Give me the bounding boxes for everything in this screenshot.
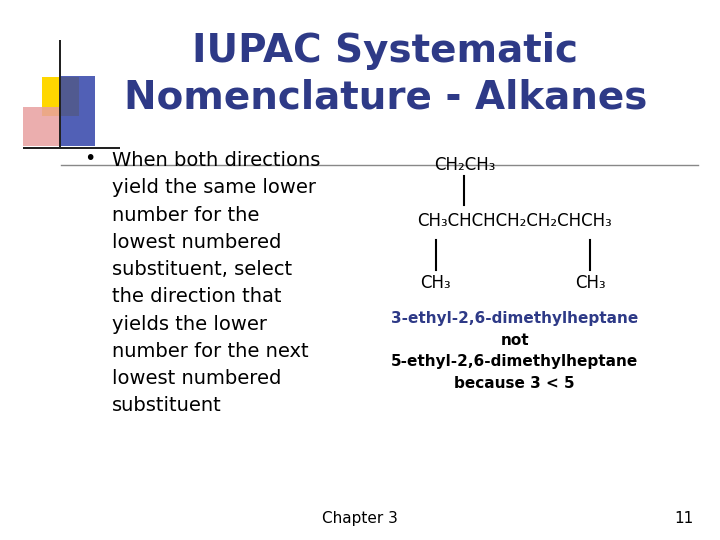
Bar [60,76,95,146]
Text: 3-ethyl-2,6-dimethylheptane: 3-ethyl-2,6-dimethylheptane [391,311,639,326]
Text: CH₃CHCHCH₂CH₂CHCH₃: CH₃CHCHCH₂CH₂CHCH₃ [418,212,612,231]
Text: not: not [500,333,529,348]
Text: 5-ethyl-2,6-dimethylheptane: 5-ethyl-2,6-dimethylheptane [391,354,639,369]
Bar [42,77,79,116]
Text: Nomenclature - Alkanes: Nomenclature - Alkanes [124,78,647,116]
Text: Chapter 3: Chapter 3 [322,511,398,526]
Bar [23,147,120,149]
Text: CH₂CH₃: CH₂CH₃ [433,156,495,174]
Bar [59,40,61,148]
Text: IUPAC Systematic: IUPAC Systematic [192,32,578,70]
Text: 11: 11 [675,511,693,526]
Text: CH₃: CH₃ [420,274,451,293]
Text: •: • [84,148,96,167]
Text: When both directions
yield the same lower
number for the
lowest numbered
substit: When both directions yield the same lowe… [112,151,320,415]
Bar [23,107,60,146]
Text: CH₃: CH₃ [575,274,606,293]
Text: because 3 < 5: because 3 < 5 [454,376,575,391]
